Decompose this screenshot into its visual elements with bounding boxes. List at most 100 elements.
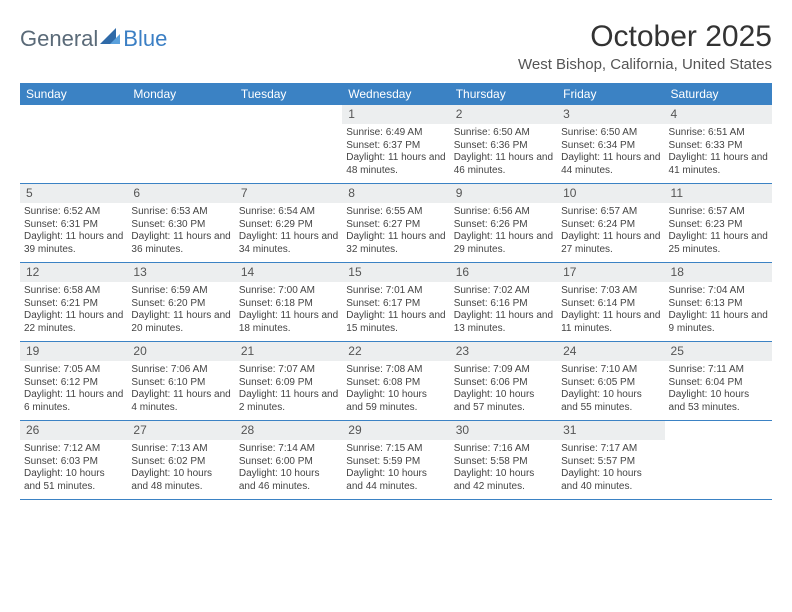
sunset-text: Sunset: 6:17 PM <box>346 298 445 311</box>
weeks-container: 1 Sunrise: 6:49 AMSunset: 6:37 PM Daylight… <box>20 105 772 500</box>
sunrise-text: Sunrise: 7:07 AM <box>239 364 338 377</box>
sunset-text: Sunset: 6:30 PM <box>131 219 230 232</box>
sunset-text: Sunset: 6:20 PM <box>131 298 230 311</box>
day-cell: 8Sunrise: 6:55 AMSunset: 6:27 PMDaylight… <box>342 184 449 262</box>
calendar: Sunday Monday Tuesday Wednesday Thursday… <box>20 83 772 500</box>
sunrise-text: Sunrise: 7:10 AM <box>561 364 660 377</box>
day-cell: 24Sunrise: 7:10 AMSunset: 6:05 PMDayligh… <box>557 342 664 420</box>
sunrise-text: Sunrise: 7:14 AM <box>239 443 338 456</box>
sunset-text: Sunset: 6:05 PM <box>561 377 660 390</box>
daylight-text: Daylight: 11 hours and 6 minutes. <box>24 389 123 414</box>
week-row: 26Sunrise: 7:12 AMSunset: 6:03 PMDayligh… <box>20 421 772 500</box>
sunset-text: Sunset: 5:59 PM <box>346 456 445 469</box>
day-cell: 30Sunrise: 7:16 AMSunset: 5:58 PMDayligh… <box>450 421 557 499</box>
day-cell: 11Sunrise: 6:57 AMSunset: 6:23 PMDayligh… <box>665 184 772 262</box>
daylight-text: Daylight: 11 hours and 11 minutes. <box>561 310 660 335</box>
sunset-text: Sunset: 5:57 PM <box>561 456 660 469</box>
sunrise-text: Sunrise: 7:05 AM <box>24 364 123 377</box>
day-header-fri: Friday <box>557 83 664 105</box>
daylight-text: Daylight: 11 hours and 36 minutes. <box>131 231 230 256</box>
sunset-text: Sunset: 6:06 PM <box>454 377 553 390</box>
day-number: 17 <box>557 263 664 282</box>
day-number: 29 <box>342 421 449 440</box>
day-cell: 17Sunrise: 7:03 AMSunset: 6:14 PMDayligh… <box>557 263 664 341</box>
day-cell: 2Sunrise: 6:50 AMSunset: 6:36 PMDaylight… <box>450 105 557 183</box>
sunrise-text: Sunrise: 7:02 AM <box>454 285 553 298</box>
daylight-text: Daylight: 11 hours and 13 minutes. <box>454 310 553 335</box>
day-number: 1 <box>342 105 449 124</box>
logo: General Blue <box>20 20 167 52</box>
day-number: 19 <box>20 342 127 361</box>
sunset-text: Sunset: 6:37 PM <box>346 140 445 153</box>
sunset-text: Sunset: 6:08 PM <box>346 377 445 390</box>
daylight-text: Daylight: 11 hours and 15 minutes. <box>346 310 445 335</box>
sunrise-text: Sunrise: 6:58 AM <box>24 285 123 298</box>
day-number: 23 <box>450 342 557 361</box>
sunrise-text: Sunrise: 6:49 AM <box>346 127 445 140</box>
sunset-text: Sunset: 6:27 PM <box>346 219 445 232</box>
day-cell: 14Sunrise: 7:00 AMSunset: 6:18 PMDayligh… <box>235 263 342 341</box>
day-cell: 13Sunrise: 6:59 AMSunset: 6:20 PMDayligh… <box>127 263 234 341</box>
daylight-text: Daylight: 10 hours and 44 minutes. <box>346 468 445 493</box>
daylight-text: Daylight: 11 hours and 29 minutes. <box>454 231 553 256</box>
day-cell <box>665 421 772 499</box>
day-number: 24 <box>557 342 664 361</box>
day-cell: 20Sunrise: 7:06 AMSunset: 6:10 PMDayligh… <box>127 342 234 420</box>
day-header-row: Sunday Monday Tuesday Wednesday Thursday… <box>20 83 772 105</box>
sunset-text: Sunset: 6:16 PM <box>454 298 553 311</box>
day-header-sat: Saturday <box>665 83 772 105</box>
day-cell: 27Sunrise: 7:13 AMSunset: 6:02 PMDayligh… <box>127 421 234 499</box>
sunrise-text: Sunrise: 7:16 AM <box>454 443 553 456</box>
sunset-text: Sunset: 6:29 PM <box>239 219 338 232</box>
sunrise-text: Sunrise: 7:00 AM <box>239 285 338 298</box>
daylight-text: Daylight: 11 hours and 20 minutes. <box>131 310 230 335</box>
sunrise-text: Sunrise: 7:15 AM <box>346 443 445 456</box>
day-header-tue: Tuesday <box>235 83 342 105</box>
sunset-text: Sunset: 6:03 PM <box>24 456 123 469</box>
day-cell <box>20 105 127 183</box>
sunrise-text: Sunrise: 6:57 AM <box>669 206 768 219</box>
day-number: 18 <box>665 263 772 282</box>
day-cell: 4Sunrise: 6:51 AMSunset: 6:33 PMDaylight… <box>665 105 772 183</box>
day-cell: 15Sunrise: 7:01 AMSunset: 6:17 PMDayligh… <box>342 263 449 341</box>
day-number: 7 <box>235 184 342 203</box>
day-cell: 16Sunrise: 7:02 AMSunset: 6:16 PMDayligh… <box>450 263 557 341</box>
sunset-text: Sunset: 6:33 PM <box>669 140 768 153</box>
day-cell: 28Sunrise: 7:14 AMSunset: 6:00 PMDayligh… <box>235 421 342 499</box>
daylight-text: Daylight: 11 hours and 2 minutes. <box>239 389 338 414</box>
day-number <box>235 105 342 124</box>
day-cell: 12Sunrise: 6:58 AMSunset: 6:21 PMDayligh… <box>20 263 127 341</box>
sunrise-text: Sunrise: 7:11 AM <box>669 364 768 377</box>
sunset-text: Sunset: 6:00 PM <box>239 456 338 469</box>
day-cell: 3Sunrise: 6:50 AMSunset: 6:34 PMDaylight… <box>557 105 664 183</box>
day-number: 14 <box>235 263 342 282</box>
day-cell <box>235 105 342 183</box>
week-row: 5Sunrise: 6:52 AMSunset: 6:31 PMDaylight… <box>20 184 772 263</box>
week-row: 12Sunrise: 6:58 AMSunset: 6:21 PMDayligh… <box>20 263 772 342</box>
daylight-text: Daylight: 11 hours and 39 minutes. <box>24 231 123 256</box>
logo-text-general: General <box>20 26 98 52</box>
day-number <box>665 421 772 440</box>
day-number: 30 <box>450 421 557 440</box>
daylight-text: Daylight: 10 hours and 51 minutes. <box>24 468 123 493</box>
sunset-text: Sunset: 6:09 PM <box>239 377 338 390</box>
daylight-text: Daylight: 10 hours and 59 minutes. <box>346 389 445 414</box>
day-number: 9 <box>450 184 557 203</box>
day-number: 20 <box>127 342 234 361</box>
sunrise-text: Sunrise: 6:59 AM <box>131 285 230 298</box>
title-block: October 2025 West Bishop, California, Un… <box>518 20 772 73</box>
daylight-text: Daylight: 11 hours and 32 minutes. <box>346 231 445 256</box>
month-title: October 2025 <box>518 20 772 54</box>
sunset-text: Sunset: 6:24 PM <box>561 219 660 232</box>
sunrise-text: Sunrise: 6:55 AM <box>346 206 445 219</box>
sunrise-text: Sunrise: 7:12 AM <box>24 443 123 456</box>
sunset-text: Sunset: 6:34 PM <box>561 140 660 153</box>
sunrise-text: Sunrise: 6:52 AM <box>24 206 123 219</box>
sunrise-text: Sunrise: 6:53 AM <box>131 206 230 219</box>
day-cell: 21Sunrise: 7:07 AMSunset: 6:09 PMDayligh… <box>235 342 342 420</box>
day-cell: 26Sunrise: 7:12 AMSunset: 6:03 PMDayligh… <box>20 421 127 499</box>
sunset-text: Sunset: 6:23 PM <box>669 219 768 232</box>
sunrise-text: Sunrise: 7:13 AM <box>131 443 230 456</box>
day-header-mon: Monday <box>127 83 234 105</box>
daylight-text: Daylight: 11 hours and 46 minutes. <box>454 152 553 177</box>
